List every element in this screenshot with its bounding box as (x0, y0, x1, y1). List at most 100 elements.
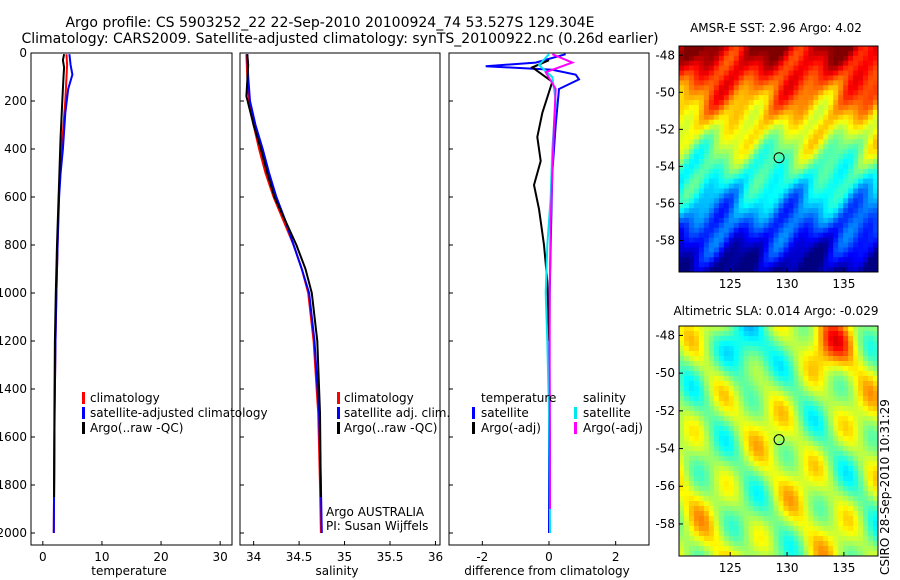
map-cell (788, 541, 795, 547)
map-cell (863, 451, 869, 457)
map-cell (748, 411, 755, 417)
map-cell (868, 441, 874, 447)
y-tick-label: -58 (655, 234, 675, 248)
map-cell (833, 496, 839, 502)
map-cell (738, 381, 745, 387)
map-cell (843, 183, 849, 190)
map-cell (753, 351, 760, 357)
map-cell (773, 511, 780, 517)
map-cell (828, 85, 834, 91)
map-cell (753, 154, 760, 160)
map-cell (773, 466, 780, 472)
map-cell (723, 114, 730, 121)
map-cell (718, 481, 725, 487)
map-cell (808, 247, 814, 253)
map-cell (723, 411, 730, 417)
map-cell (833, 114, 839, 121)
map-cell (679, 119, 685, 126)
map-cell (688, 406, 695, 412)
map-cell (783, 119, 790, 126)
map-cell (873, 491, 878, 497)
map-cell (833, 381, 839, 387)
map-cell (848, 526, 854, 532)
map-cell (683, 421, 690, 427)
map-cell (793, 95, 799, 101)
map-cell (813, 55, 819, 62)
map-cell (843, 124, 849, 131)
map-cell (693, 391, 700, 397)
map-cell (679, 178, 685, 185)
map-cell (848, 242, 854, 249)
map-cell (773, 516, 780, 522)
map-cell (733, 516, 740, 522)
map-cell (873, 95, 878, 101)
map-cell (708, 536, 715, 542)
map-cell (683, 506, 690, 512)
map-cell (733, 262, 740, 268)
series-line-argo-raw-qc- (245, 54, 322, 498)
map-cell (803, 227, 809, 234)
map-cell (853, 262, 859, 268)
map-cell (763, 149, 770, 155)
map-cell (848, 144, 854, 150)
map-cell (863, 257, 869, 263)
map-cell (778, 326, 785, 332)
map-cell (743, 203, 750, 209)
map-cell (718, 486, 725, 492)
map-cell (828, 100, 834, 106)
map-cell (728, 506, 735, 512)
map-cell (803, 536, 809, 542)
map-cell (708, 516, 715, 522)
map-cell (868, 144, 874, 150)
map-cell (843, 104, 849, 111)
map-cell (713, 55, 720, 62)
map-cell (703, 426, 710, 432)
map-cell (783, 396, 790, 402)
map-cell (843, 237, 849, 244)
map-cell (783, 109, 790, 116)
map-cell (838, 466, 844, 472)
map-cell (788, 203, 795, 209)
map-cell (728, 441, 735, 447)
map-cell (688, 168, 695, 175)
x-tick-label: 135 (832, 277, 855, 291)
map-cell (853, 129, 859, 136)
map-cell (808, 159, 814, 165)
map-cell (783, 50, 790, 57)
map-cell (843, 536, 849, 542)
map-cell (808, 139, 814, 145)
map-cell (738, 75, 745, 81)
map-cell (713, 461, 720, 467)
map-cell (823, 237, 829, 244)
map-cell (833, 331, 839, 337)
map-cell (718, 173, 725, 180)
map-cell (788, 75, 795, 81)
map-cell (703, 95, 710, 101)
map-cell (693, 426, 700, 432)
map-cell (683, 183, 690, 190)
map-cell (793, 461, 799, 467)
map-cell (813, 476, 819, 482)
map-cell (843, 262, 849, 268)
map-cell (763, 476, 770, 482)
map-cell (683, 366, 690, 372)
map-cell (798, 411, 804, 417)
map-cell (718, 163, 725, 170)
map-cell (683, 361, 690, 367)
map-cell (768, 336, 775, 342)
map-cell (753, 109, 760, 116)
map-cell (833, 491, 839, 497)
map-cell (808, 46, 814, 52)
map-cell (733, 188, 740, 194)
map-cell (683, 70, 690, 77)
map-cell (868, 431, 874, 437)
map-cell (823, 506, 829, 512)
map-cell (828, 521, 834, 527)
map-cell (768, 85, 775, 91)
map-cell (763, 163, 770, 170)
map-cell (793, 476, 799, 482)
map-cell (818, 95, 824, 101)
map-cell (703, 536, 710, 542)
map-cell (828, 168, 834, 175)
map-cell (813, 173, 819, 180)
